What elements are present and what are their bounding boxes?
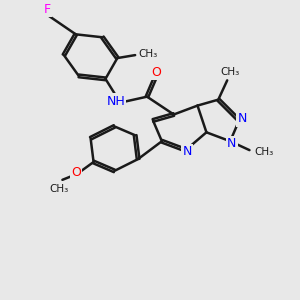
Text: F: F bbox=[44, 3, 51, 16]
Text: N: N bbox=[227, 137, 236, 150]
Text: CH₃: CH₃ bbox=[254, 147, 273, 157]
Text: O: O bbox=[151, 66, 161, 79]
Text: CH₃: CH₃ bbox=[139, 49, 158, 58]
Text: CH₃: CH₃ bbox=[220, 67, 239, 77]
Text: N: N bbox=[237, 112, 247, 125]
Text: N: N bbox=[182, 145, 192, 158]
Text: O: O bbox=[71, 166, 81, 179]
Text: CH₃: CH₃ bbox=[50, 184, 69, 194]
Text: NH: NH bbox=[106, 94, 125, 108]
